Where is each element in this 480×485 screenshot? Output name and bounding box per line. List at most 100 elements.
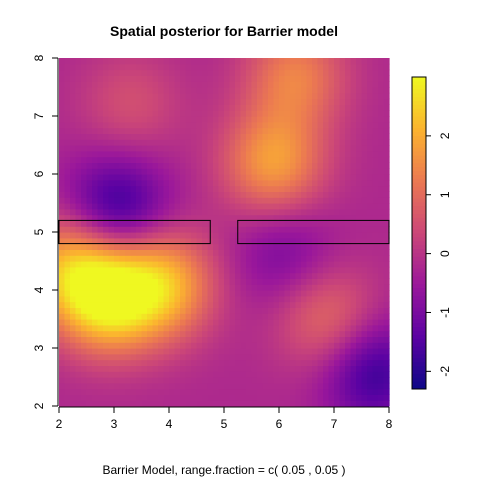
heat-cell — [108, 371, 115, 378]
heat-cell — [97, 278, 104, 285]
heat-cell — [367, 63, 374, 71]
heat-cell — [97, 63, 104, 71]
heat-cell — [130, 342, 137, 349]
heat-cell — [246, 150, 253, 158]
heat-cell — [251, 336, 258, 343]
colorbar-step — [412, 108, 426, 113]
heat-cell — [147, 261, 154, 268]
heat-cell — [185, 110, 192, 117]
heat-cell — [378, 319, 385, 326]
heat-cell — [334, 388, 341, 395]
heat-cell — [306, 174, 313, 181]
heat-cell — [130, 313, 137, 320]
heat-cell — [251, 174, 258, 181]
heat-cell — [378, 272, 385, 279]
heat-cell — [356, 168, 363, 175]
heat-cell — [180, 87, 187, 94]
heat-cell — [97, 371, 104, 378]
heat-cell — [372, 214, 379, 221]
colorbar-tick-label: -2 — [438, 366, 452, 377]
heat-cell — [301, 261, 308, 268]
heat-cell — [163, 388, 170, 395]
heat-cell — [147, 353, 154, 361]
heat-cell — [367, 185, 374, 192]
heat-cell — [317, 284, 324, 291]
heat-cell — [136, 371, 143, 378]
heat-cell — [213, 191, 220, 198]
heat-cell — [235, 116, 242, 123]
heat-cell — [125, 127, 132, 134]
heat-cell — [218, 116, 225, 123]
heat-cell — [207, 261, 214, 268]
heat-cell — [180, 150, 187, 158]
heat-cell — [191, 185, 198, 192]
heat-cell — [312, 92, 319, 100]
heat-cell — [356, 197, 363, 204]
heat-cell — [202, 261, 209, 268]
heat-cell — [125, 92, 132, 100]
heat-cell — [114, 127, 121, 134]
heat-cell — [191, 191, 198, 198]
heat-cell — [345, 214, 352, 221]
heat-cell — [141, 197, 148, 204]
heat-cell — [356, 359, 363, 366]
heat-cell — [328, 400, 335, 407]
heat-cell — [125, 104, 132, 111]
heat-cell — [136, 197, 143, 204]
heat-cell — [367, 174, 374, 181]
heat-cell — [158, 203, 165, 210]
heat-cell — [191, 133, 198, 140]
heat-cell — [361, 63, 368, 71]
heat-cell — [378, 249, 385, 256]
heat-cell — [361, 400, 368, 407]
heat-cell — [180, 220, 187, 227]
heat-cell — [246, 69, 253, 76]
heat-cell — [130, 92, 137, 100]
heat-cell — [246, 98, 253, 105]
heat-cell — [328, 295, 335, 303]
heat-cell — [350, 69, 357, 76]
heat-cell — [229, 319, 236, 326]
heat-cell — [108, 121, 115, 129]
heat-cell — [328, 324, 335, 332]
heat-cell — [290, 290, 297, 297]
heat-cell — [70, 214, 77, 221]
heat-cell — [147, 98, 154, 105]
colorbar-step — [412, 139, 426, 144]
heat-cell — [81, 249, 88, 256]
heat-cell — [114, 220, 121, 227]
heat-cell — [191, 272, 198, 279]
heat-cell — [147, 150, 154, 158]
heat-cell — [246, 58, 253, 65]
heat-cell — [317, 133, 324, 140]
heat-cell — [141, 116, 148, 123]
heat-cell — [268, 127, 275, 134]
heat-cell — [81, 162, 88, 169]
heat-cell — [251, 203, 258, 210]
heat-cell — [235, 133, 242, 140]
heat-cell — [81, 359, 88, 366]
heat-cell — [317, 63, 324, 71]
heat-cell — [356, 174, 363, 181]
heat-cell — [163, 127, 170, 134]
heat-cell — [114, 87, 121, 94]
heat-cell — [70, 208, 77, 216]
heat-cell — [152, 307, 159, 314]
heat-cell — [185, 330, 192, 337]
heat-cell — [323, 133, 330, 140]
heat-cell — [180, 133, 187, 140]
heat-cell — [213, 226, 220, 233]
heat-cell — [108, 353, 115, 361]
heat-cell — [152, 388, 159, 395]
heat-cell — [240, 243, 247, 250]
heat-cell — [81, 197, 88, 204]
heat-cell — [196, 226, 203, 233]
heat-cell — [70, 104, 77, 111]
heat-cell — [268, 145, 275, 152]
heat-cell — [312, 266, 319, 274]
heat-cell — [328, 307, 335, 314]
heat-cell — [108, 58, 115, 65]
heat-cell — [273, 127, 280, 134]
heat-cell — [141, 295, 148, 303]
heat-cell — [103, 92, 110, 100]
